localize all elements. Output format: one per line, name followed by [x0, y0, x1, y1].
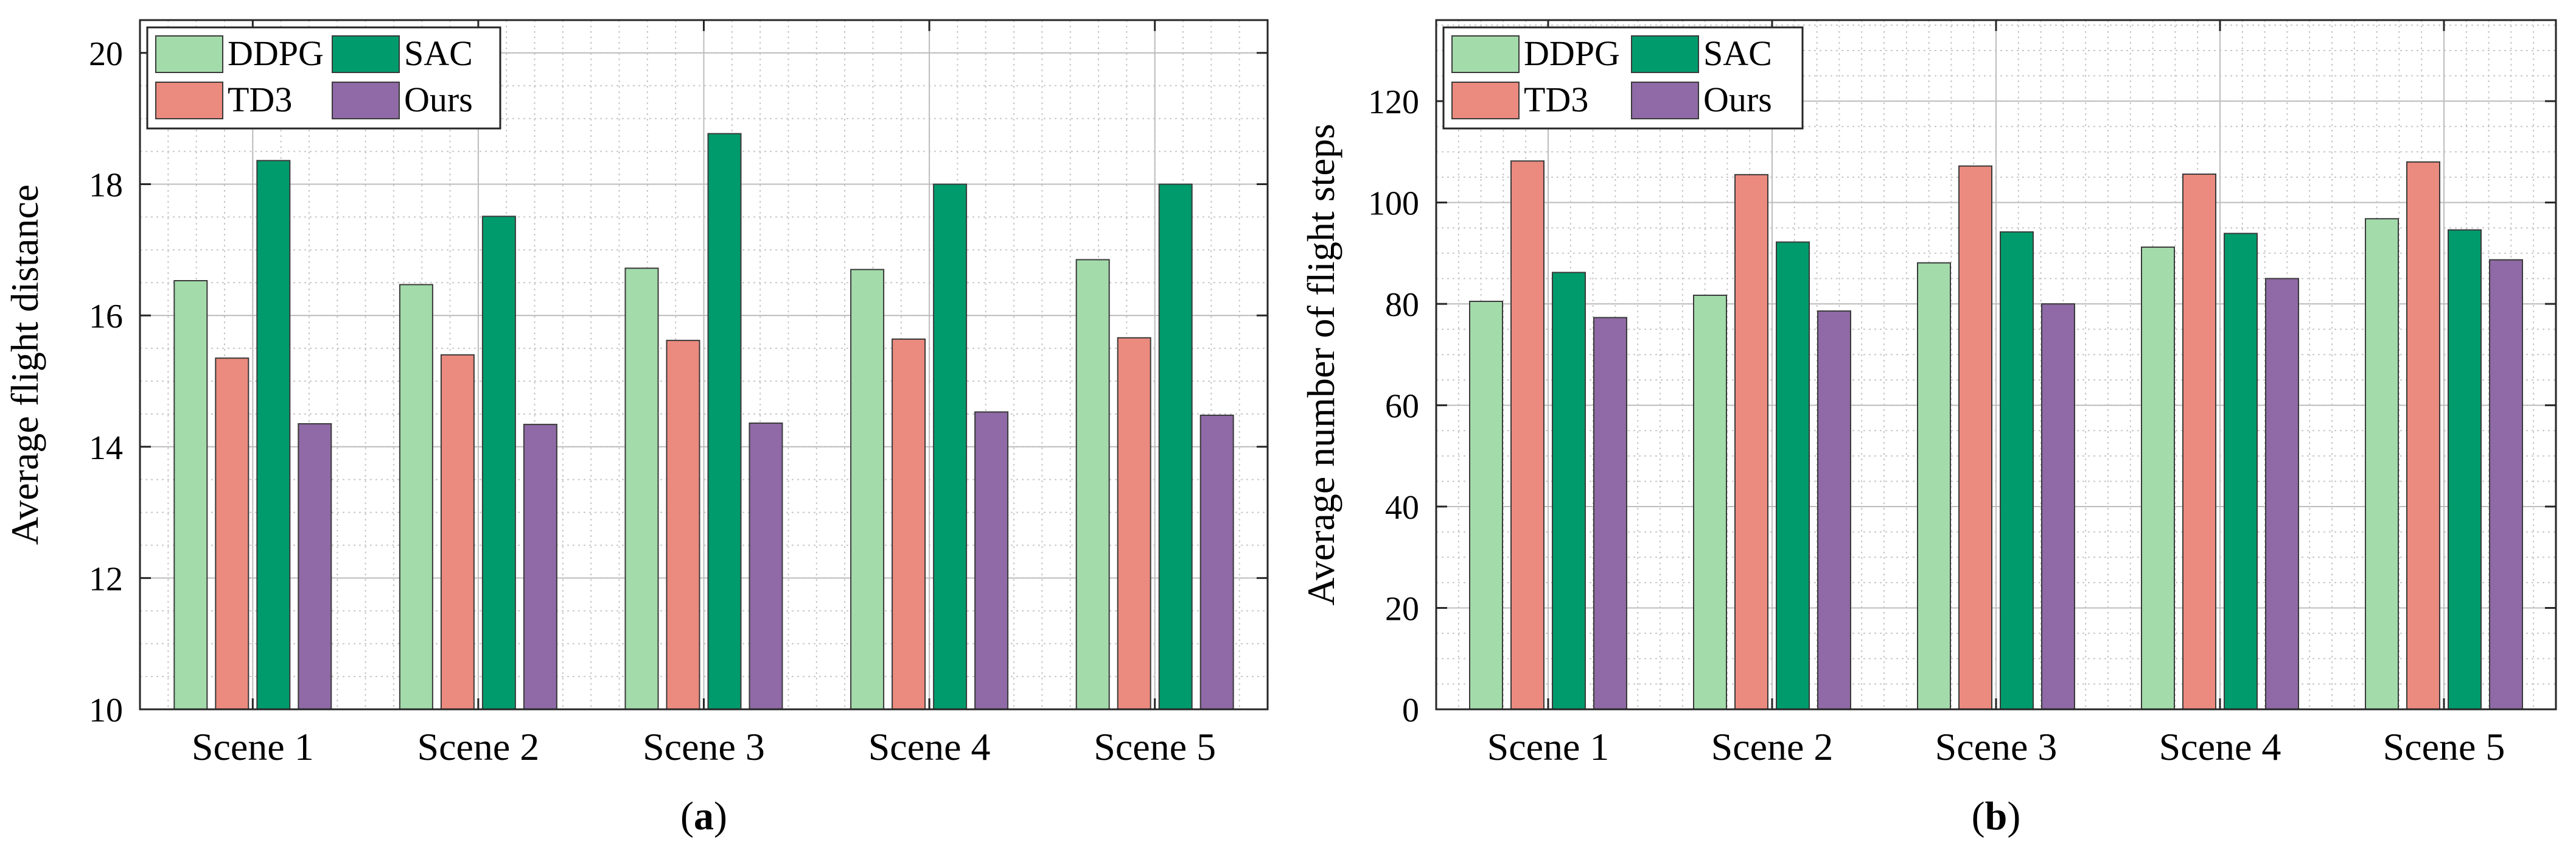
legend: DDPG TD3 SAC Ours — [1442, 26, 1804, 130]
legend-label-ddpg: DDPG — [228, 33, 324, 73]
panel-label: (b) — [1972, 794, 2021, 838]
bar-ddpg-2 — [1693, 294, 1727, 710]
bar-sac-3 — [707, 133, 742, 710]
y-axis-label: Average number of flight steps — [1299, 124, 1342, 605]
y-tick-label: 120 — [1368, 83, 1419, 121]
bar-sac-3 — [2000, 231, 2034, 710]
legend-swatch-td3 — [1451, 82, 1520, 119]
panel-label-letter: b — [1985, 794, 2008, 838]
legend-swatch-sac — [1631, 35, 1699, 73]
x-category-label: Scene 3 — [1935, 725, 2058, 768]
bar-ours-1 — [298, 423, 332, 710]
x-category-label: Scene 1 — [1487, 725, 1610, 768]
bar-td3-1 — [215, 357, 250, 710]
bar-sac-1 — [256, 160, 291, 710]
x-category-label: Scene 5 — [1094, 725, 1216, 768]
legend-label-ours: Ours — [404, 80, 473, 119]
bar-td3-4 — [2182, 174, 2216, 711]
bar-td3-5 — [2406, 161, 2440, 710]
bar-sac-2 — [481, 216, 516, 710]
x-category-label: Scene 4 — [2159, 725, 2281, 768]
legend-label-sac: SAC — [404, 33, 473, 73]
legend-swatch-ours — [332, 82, 400, 119]
y-tick-label: 14 — [89, 429, 123, 467]
legend-label-ours: Ours — [1703, 80, 1772, 119]
y-tick-label: 40 — [1385, 489, 1419, 527]
bar-ddpg-5 — [1075, 259, 1110, 710]
y-tick-label: 18 — [89, 167, 123, 205]
x-category-label: Scene 4 — [868, 725, 991, 768]
axes: 0 20 40 60 80 100 120 Scene 1 Scene 2 Scene 3 Scen… — [1368, 19, 2557, 768]
legend: DDPG TD3 SAC Ours — [146, 26, 501, 130]
bar-td3-3 — [1958, 165, 1992, 710]
bar-ddpg-1 — [1469, 300, 1503, 710]
bar-ddpg-4 — [2141, 246, 2175, 710]
panel-label: (a) — [680, 794, 727, 838]
x-category-label: Scene 2 — [417, 725, 539, 768]
bar-sac-4 — [2224, 233, 2258, 710]
axes: 10 12 14 16 18 20 Scene 1 Scene 2 Scene 3 Scene 4… — [89, 19, 1269, 768]
bar-ddpg-3 — [624, 267, 659, 710]
bar-ours-1 — [1593, 317, 1627, 710]
bar-ours-5 — [1199, 415, 1234, 710]
panel-label-open: ( — [1972, 794, 1985, 838]
bar-ours-4 — [974, 411, 1009, 710]
legend-swatch-td3 — [155, 82, 223, 119]
chart-panel-a: 10 12 14 16 18 20 Scene 1 Scene 2 Scene 3 Scene 4… — [3, 19, 1269, 838]
legend-label-td3: TD3 — [1524, 80, 1588, 119]
bar-ours-3 — [749, 422, 783, 711]
x-category-label: Scene 2 — [1711, 725, 1834, 768]
legend-swatch-ddpg — [155, 35, 223, 73]
y-tick-label: 16 — [89, 298, 123, 335]
y-tick-label: 0 — [1402, 692, 1419, 729]
x-category-label: Scene 5 — [2383, 725, 2505, 768]
bar-td3-4 — [892, 338, 926, 710]
y-tick-label: 60 — [1385, 388, 1419, 426]
bar-ddpg-5 — [2365, 218, 2399, 710]
y-tick-label: 10 — [89, 692, 123, 729]
bar-ours-4 — [2265, 278, 2299, 710]
bar-sac-4 — [933, 183, 968, 710]
bar-sac-2 — [1776, 241, 1810, 710]
legend-swatch-ddpg — [1451, 35, 1520, 73]
bar-td3-5 — [1117, 337, 1151, 710]
bar-ddpg-2 — [399, 284, 433, 711]
bar-sac-5 — [1158, 183, 1193, 710]
chart-panel-b: 0 20 40 60 80 100 120 Scene 1 Scene 2 Scene 3 Scen… — [1299, 19, 2557, 838]
legend-label-td3: TD3 — [228, 80, 292, 119]
x-category-label: Scene 1 — [192, 725, 314, 768]
legend-label-sac: SAC — [1703, 33, 1772, 73]
bar-td3-1 — [1510, 160, 1545, 710]
bar-ours-2 — [1817, 310, 1851, 711]
bars — [1469, 160, 2523, 711]
y-tick-label: 20 — [89, 35, 123, 73]
y-axis-label: Average flight distance — [3, 184, 46, 545]
bar-sac-5 — [2448, 229, 2482, 710]
bar-sac-1 — [1552, 272, 1586, 710]
y-tick-label: 20 — [1385, 591, 1419, 628]
bar-ours-3 — [2041, 303, 2075, 710]
panel-label-letter: a — [694, 794, 714, 838]
y-tick-label: 100 — [1368, 185, 1419, 223]
bar-ours-5 — [2489, 259, 2523, 710]
bar-td3-2 — [1734, 174, 1768, 710]
panel-label-close: ) — [2007, 794, 2020, 838]
bar-td3-2 — [440, 354, 475, 710]
y-tick-label: 80 — [1385, 286, 1419, 324]
legend-swatch-sac — [332, 35, 400, 73]
bars — [173, 133, 1234, 711]
bar-ddpg-3 — [1917, 262, 1951, 710]
y-tick-label: 12 — [89, 560, 123, 598]
legend-swatch-ours — [1631, 82, 1699, 119]
x-category-label: Scene 3 — [643, 725, 765, 768]
bar-ddpg-1 — [173, 280, 208, 711]
bar-td3-3 — [666, 340, 700, 710]
panel-label-close: ) — [714, 794, 727, 838]
panel-label-open: ( — [680, 794, 694, 838]
bar-ddpg-4 — [850, 269, 885, 710]
legend-label-ddpg: DDPG — [1524, 33, 1620, 73]
bar-ours-2 — [523, 424, 557, 711]
